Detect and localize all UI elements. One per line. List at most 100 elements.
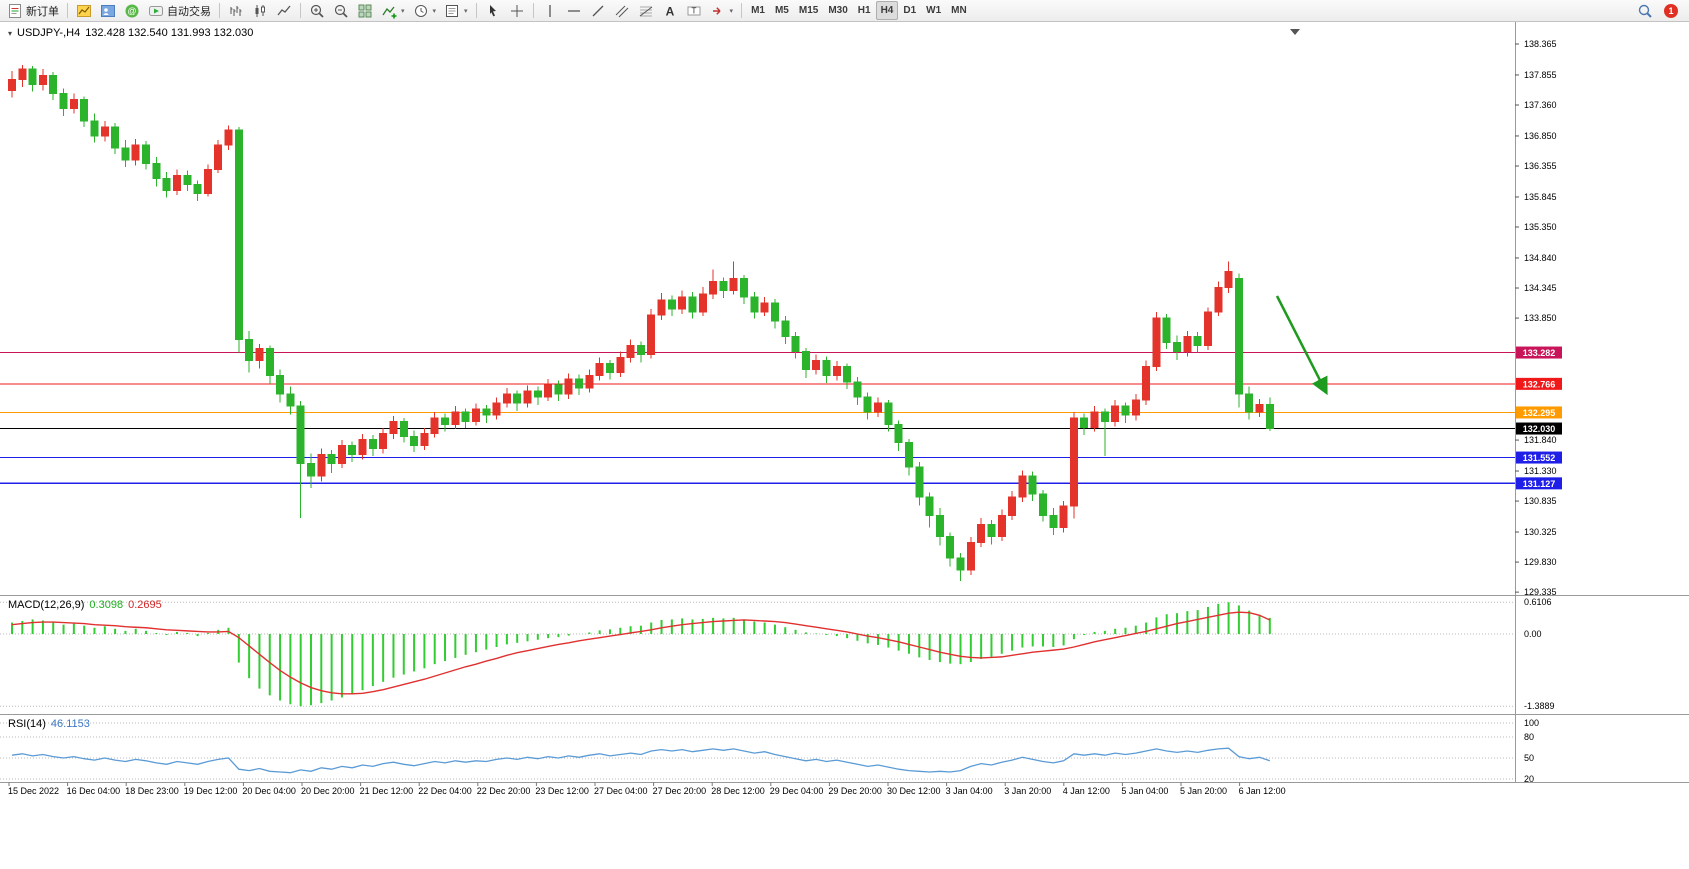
indicators-icon (382, 6, 397, 18)
macd-label: MACD(12,26,9) (8, 599, 85, 611)
chart-window: 138.365 137.855 137.360 136.850 136.355 135.8… (0, 22, 1689, 864)
svg-text:134.345: 134.345 (1524, 283, 1557, 293)
svg-text:129.830: 129.830 (1524, 557, 1557, 567)
svg-text:131.552: 131.552 (1523, 453, 1556, 463)
chart-ohlc-values: 132.428 132.540 131.993 132.030 (85, 27, 254, 39)
svg-text:129.335: 129.335 (1524, 587, 1557, 597)
main-toolbar: 新订单 @ 自动交易 (0, 0, 1689, 22)
new-order-icon (9, 3, 21, 18)
svg-text:23 Dec 12:00: 23 Dec 12:00 (535, 786, 589, 796)
notification-badge[interactable]: 1 (1664, 3, 1678, 18)
channel-button[interactable] (610, 1, 634, 20)
horizontal-line-icon (567, 9, 580, 12)
tile-windows-icon (358, 4, 372, 17)
text-icon: A (665, 4, 674, 18)
clock-icon (414, 4, 427, 17)
rsi-value: 46.1153 (50, 718, 90, 730)
fibonacci-button[interactable] (634, 1, 658, 20)
svg-text:131.840: 131.840 (1524, 435, 1557, 445)
timeframe-h4-button[interactable]: H4 (875, 1, 899, 20)
cursor-button[interactable] (481, 1, 505, 20)
macd-main-value: 0.3098 (89, 599, 124, 611)
svg-text:27 Dec 20:00: 27 Dec 20:00 (653, 786, 707, 796)
timeframe-w1-button[interactable]: W1 (921, 1, 946, 20)
timeframe-m1-button[interactable]: M1 (746, 1, 770, 20)
horizontal-lines (0, 351, 1515, 484)
svg-text:0.6106: 0.6106 (1524, 597, 1552, 607)
svg-text:30 Dec 12:00: 30 Dec 12:00 (887, 786, 941, 796)
vertical-line-button[interactable] (538, 1, 562, 20)
svg-text:28 Dec 12:00: 28 Dec 12:00 (711, 786, 765, 796)
svg-text:20 Dec 20:00: 20 Dec 20:00 (301, 786, 355, 796)
timeframe-m30-button[interactable]: M30 (823, 1, 852, 20)
chart-shift-marker (1290, 29, 1300, 35)
svg-text:29 Dec 04:00: 29 Dec 04:00 (770, 786, 824, 796)
zoom-in-button[interactable] (305, 1, 329, 20)
svg-text:20 Dec 04:00: 20 Dec 04:00 (242, 786, 296, 796)
timeframe-d1-button[interactable]: D1 (898, 1, 921, 20)
candlestick-button[interactable] (248, 1, 272, 20)
svg-text:20: 20 (1524, 774, 1534, 784)
crosshair-button[interactable] (505, 1, 529, 20)
svg-text:21 Dec 12:00: 21 Dec 12:00 (360, 786, 414, 796)
community-button[interactable]: @ (120, 1, 144, 20)
arrows-button[interactable]: ▾ (706, 1, 738, 20)
search-icon (1638, 4, 1652, 18)
toolbar-right-group: 1 (1633, 1, 1686, 20)
svg-text:137.855: 137.855 (1524, 70, 1557, 80)
time-axis (8, 782, 1241, 786)
bar-chart-button[interactable] (224, 1, 248, 20)
svg-text:133.850: 133.850 (1524, 313, 1557, 323)
tile-windows-button[interactable] (353, 1, 377, 20)
svg-text:132.295: 132.295 (1523, 408, 1556, 418)
indicators-button[interactable]: ▾ (377, 1, 409, 20)
svg-text:0.00: 0.00 (1524, 629, 1542, 639)
search-button[interactable] (1633, 1, 1657, 20)
svg-text:16 Dec 04:00: 16 Dec 04:00 (67, 786, 121, 796)
line-chart-icon (277, 5, 291, 15)
timeframe-m5-button[interactable]: M5 (770, 1, 794, 20)
horizontal-line-button[interactable] (562, 1, 586, 20)
svg-text:5 Jan 04:00: 5 Jan 04:00 (1121, 786, 1168, 796)
zoom-in-icon (310, 4, 324, 18)
svg-text:22 Dec 04:00: 22 Dec 04:00 (418, 786, 472, 796)
timeframe-h1-button[interactable]: H1 (853, 1, 876, 20)
svg-text:3 Jan 20:00: 3 Jan 20:00 (1004, 786, 1051, 796)
candles (8, 64, 1274, 581)
zoom-out-button[interactable] (329, 1, 353, 20)
svg-text:29 Dec 20:00: 29 Dec 20:00 (828, 786, 882, 796)
svg-text:4 Jan 12:00: 4 Jan 12:00 (1063, 786, 1110, 796)
rsi-panel (0, 722, 1515, 780)
template-icon (446, 4, 459, 17)
svg-text:131.127: 131.127 (1523, 479, 1556, 489)
timeframe-m15-button[interactable]: M15 (794, 1, 823, 20)
one-click-trading-toggle[interactable]: ▾ (8, 28, 13, 38)
price-axis (1515, 43, 1562, 593)
svg-text:6 Jan 12:00: 6 Jan 12:00 (1239, 786, 1286, 796)
svg-text:22 Dec 20:00: 22 Dec 20:00 (477, 786, 531, 796)
svg-text:132.030: 132.030 (1523, 424, 1556, 434)
periods-button[interactable]: ▾ (409, 1, 441, 20)
zoom-out-icon (334, 4, 348, 18)
autotrading-button[interactable]: 自动交易 (144, 1, 215, 20)
timeframe-mn-button[interactable]: MN (946, 1, 972, 20)
new-order-button[interactable]: 新订单 (3, 1, 63, 20)
toolbar-separator (67, 3, 68, 18)
trendline-button[interactable] (586, 1, 610, 20)
timeframe-toolbar: M1 M5 M15 M30 H1 H4 D1 W1 MN (746, 1, 972, 20)
svg-text:27 Dec 04:00: 27 Dec 04:00 (594, 786, 648, 796)
text-button[interactable]: A (658, 1, 682, 20)
text-label-button[interactable]: T (682, 1, 706, 20)
svg-text:136.355: 136.355 (1524, 161, 1557, 171)
annotation-arrow (1275, 295, 1328, 396)
chart-canvas[interactable]: 138.365 137.855 137.360 136.850 136.355 135.8… (0, 22, 1689, 864)
chevron-down-icon: ▾ (464, 7, 468, 15)
profiles-button[interactable] (96, 1, 120, 20)
templates-button[interactable]: ▾ (440, 1, 472, 20)
fibonacci-icon (639, 6, 652, 16)
new-chart-button[interactable] (72, 1, 96, 20)
svg-text:A: A (665, 4, 674, 18)
svg-text:@: @ (127, 6, 136, 16)
line-chart-button[interactable] (272, 1, 296, 20)
svg-text:T: T (691, 6, 696, 15)
